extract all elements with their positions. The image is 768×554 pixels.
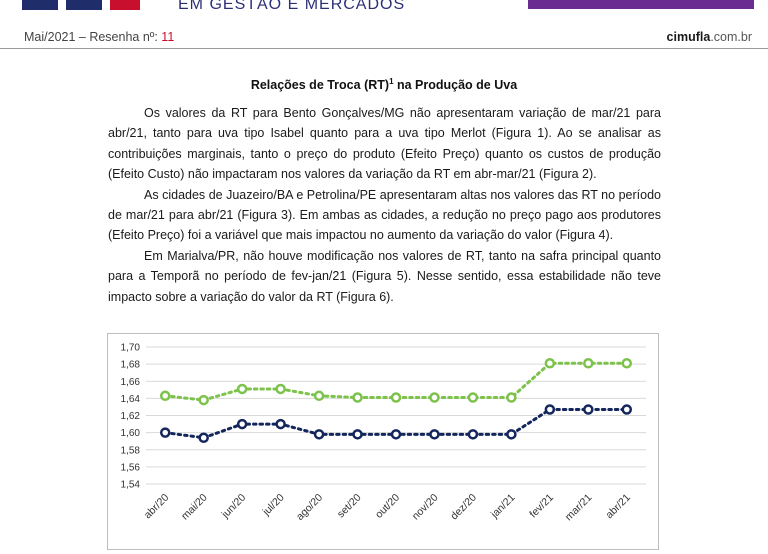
x-tick-label: jan/21 <box>488 492 518 522</box>
data-point <box>275 418 286 430</box>
data-point <box>506 429 517 440</box>
x-tick-label: out/20 <box>373 492 402 521</box>
data-point <box>621 358 633 369</box>
data-point <box>236 383 248 395</box>
data-point <box>506 392 517 403</box>
title-main: Relações de Troca (RT) <box>250 78 390 93</box>
data-point <box>467 392 479 403</box>
y-tick-label: 1,62 <box>121 411 141 422</box>
data-point <box>583 358 594 369</box>
x-tick-label: fev/21 <box>527 492 556 521</box>
data-point <box>159 390 171 402</box>
title-rest: na Produção de Uva <box>393 78 518 93</box>
issue-header: Mai/2021 – Resenha nº: 11 cimufla.com.br <box>0 28 768 49</box>
data-point <box>198 432 209 444</box>
article-title: Relações de Troca (RT)1 na Produção de U… <box>0 77 768 92</box>
issue-number: 11 <box>161 30 175 44</box>
data-point <box>236 418 248 430</box>
y-tick-label: 1,66 <box>121 377 141 388</box>
brand-tagline: EM GESTÃO E MERCADOS <box>178 0 406 13</box>
chart-svg: 1,701,681,661,641,621,601,581,561,54abr/… <box>121 343 646 524</box>
data-point <box>544 404 556 415</box>
rt-chart: 1,70 1,68 1,66 1,64 1,62 1,60 1,58 1,56 1,54 abr/… <box>107 333 659 550</box>
x-tick-label: abr/20 <box>142 492 172 522</box>
x-tick-label: mar/21 <box>563 492 595 524</box>
paragraph: Em Marialva/PR, não houve modificação no… <box>108 248 661 304</box>
issue-label: Mai/2021 – Resenha nº: <box>24 30 162 44</box>
logo <box>22 0 152 10</box>
y-tick-label: 1,60 <box>121 428 141 439</box>
x-tick-label: ago/20 <box>294 492 325 523</box>
data-point <box>313 390 325 402</box>
x-tick-label: jun/20 <box>219 492 249 522</box>
data-point <box>198 394 209 406</box>
top-band: EM GESTÃO E MERCADOS <box>0 0 768 26</box>
x-tick-label: dez/20 <box>448 492 479 523</box>
data-point <box>352 392 363 403</box>
data-point <box>467 429 479 440</box>
data-point <box>275 383 286 395</box>
article-body: Os valores da RT para Bento Gonçalves/MG… <box>108 103 661 307</box>
data-point <box>429 429 440 440</box>
site-brand: cimufla <box>666 30 711 44</box>
y-tick-label: 1,64 <box>121 394 141 405</box>
x-tick-label: mai/20 <box>179 492 210 523</box>
site-link[interactable]: cimufla.com.br <box>667 30 752 44</box>
x-tick-label: jul/20 <box>260 492 287 519</box>
y-tick-label: 1,70 <box>121 343 141 354</box>
title-footnote: 1 <box>389 77 394 86</box>
y-tick-label: 1,68 <box>121 360 141 371</box>
data-point <box>544 358 556 369</box>
data-point <box>352 429 363 440</box>
x-tick-label: set/20 <box>335 492 364 521</box>
y-tick-label: 1,58 <box>121 445 141 456</box>
data-point <box>159 427 171 438</box>
issue-info: Mai/2021 – Resenha nº: 11 <box>24 30 174 44</box>
x-tick-label: nov/20 <box>410 492 441 523</box>
y-tick-label: 1,54 <box>121 480 141 491</box>
data-point <box>621 404 633 415</box>
x-tick-label: abr/21 <box>603 492 633 522</box>
header-accent-bar <box>528 0 754 9</box>
y-tick-label: 1,56 <box>121 462 141 473</box>
paragraph: Os valores da RT para Bento Gonçalves/MG… <box>108 106 661 182</box>
data-point <box>583 404 594 415</box>
paragraph: As cidades de Juazeiro/BA e Petrolina/PE… <box>108 187 661 243</box>
data-point <box>429 392 440 403</box>
data-point <box>390 429 402 440</box>
data-point <box>390 392 402 403</box>
site-domain: .com.br <box>710 30 752 44</box>
data-point <box>313 429 325 440</box>
